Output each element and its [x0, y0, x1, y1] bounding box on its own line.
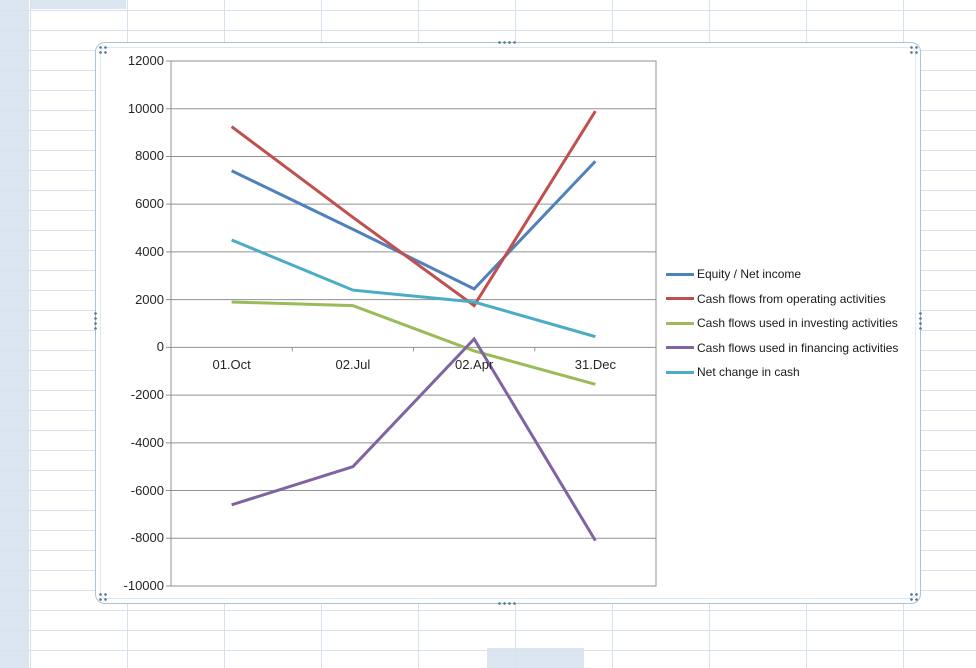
legend-line-swatch [666, 370, 694, 374]
y-tick-label[interactable]: -6000 [130, 482, 164, 498]
series-line-cash-flows-from-operating-activities[interactable] [230, 110, 597, 308]
y-tick-label[interactable]: 6000 [135, 196, 164, 212]
legend-label: Equity / Net income [697, 267, 802, 282]
y-tick-label[interactable]: 2000 [135, 291, 164, 307]
legend-item-equity-net-income[interactable]: Equity / Net income [666, 262, 898, 287]
y-tick-label[interactable]: 0 [156, 339, 164, 355]
legend-item-net-change-in-cash[interactable]: Net change in cash [666, 360, 898, 385]
selection-handle-top-right[interactable] [909, 45, 918, 54]
legend-item-cash-flows-used-in-investing-activities[interactable]: Cash flows used in investing activities [666, 311, 898, 336]
legend-line-swatch [666, 346, 694, 350]
series-line-cash-flows-used-in-investing-activities[interactable] [231, 300, 596, 386]
x-category-label[interactable]: 02.Apr [454, 357, 494, 373]
legend-label: Cash flows used in financing activities [697, 340, 899, 355]
y-tick-label[interactable]: -4000 [130, 434, 164, 450]
cell-bottom-highlight[interactable] [487, 648, 584, 668]
y-tick-label[interactable]: -2000 [130, 387, 164, 403]
selection-handle-right[interactable] [918, 311, 923, 331]
legend-item-cash-flows-used-in-financing-activities[interactable]: Cash flows used in financing activities [666, 336, 898, 361]
selection-handle-left[interactable] [93, 311, 98, 331]
y-tick-label[interactable]: -10000 [123, 578, 164, 593]
selection-handle-bottom[interactable] [497, 601, 517, 606]
y-tick-label[interactable]: 12000 [127, 53, 164, 68]
legend-label: Cash flows used in investing activities [697, 316, 898, 331]
plot-area-border [170, 60, 657, 587]
legend-line-swatch [666, 297, 694, 301]
selection-handle-top[interactable] [497, 40, 517, 45]
series-line-equity-net-income[interactable] [230, 160, 597, 291]
selection-handle-bottom-right[interactable] [909, 592, 918, 601]
y-tick-label[interactable]: 4000 [135, 243, 164, 259]
chart-object[interactable]: 12000 10000 8000 6000 4000 2000 0 -2000 -4000 -60… [93, 40, 923, 606]
legend-label: Net change in cash [697, 365, 800, 380]
x-category-label[interactable]: 02.Jul [335, 357, 371, 373]
y-tick-label[interactable]: 10000 [127, 100, 164, 116]
selection-handle-top-left[interactable] [98, 45, 107, 54]
legend-item-cash-flows-from-operating-activities[interactable]: Cash flows from operating activities [666, 287, 898, 312]
y-tick-label[interactable]: -8000 [130, 530, 164, 546]
selection-handle-bottom-left[interactable] [98, 592, 107, 601]
x-category-label[interactable]: 01.Oct [212, 357, 251, 373]
x-category-label[interactable]: 31.Dec [574, 357, 616, 373]
legend-line-swatch [666, 272, 694, 276]
y-tick-label[interactable]: 8000 [135, 148, 164, 164]
cell-b1-highlight[interactable] [30, 0, 126, 9]
legend-label: Cash flows from operating activities [697, 291, 886, 306]
chart-legend[interactable]: Equity / Net income Cash flows from opera… [666, 262, 898, 385]
legend-line-swatch [666, 321, 694, 325]
series-line-net-change-in-cash[interactable] [231, 238, 596, 339]
column-a-highlight[interactable] [0, 0, 29, 668]
